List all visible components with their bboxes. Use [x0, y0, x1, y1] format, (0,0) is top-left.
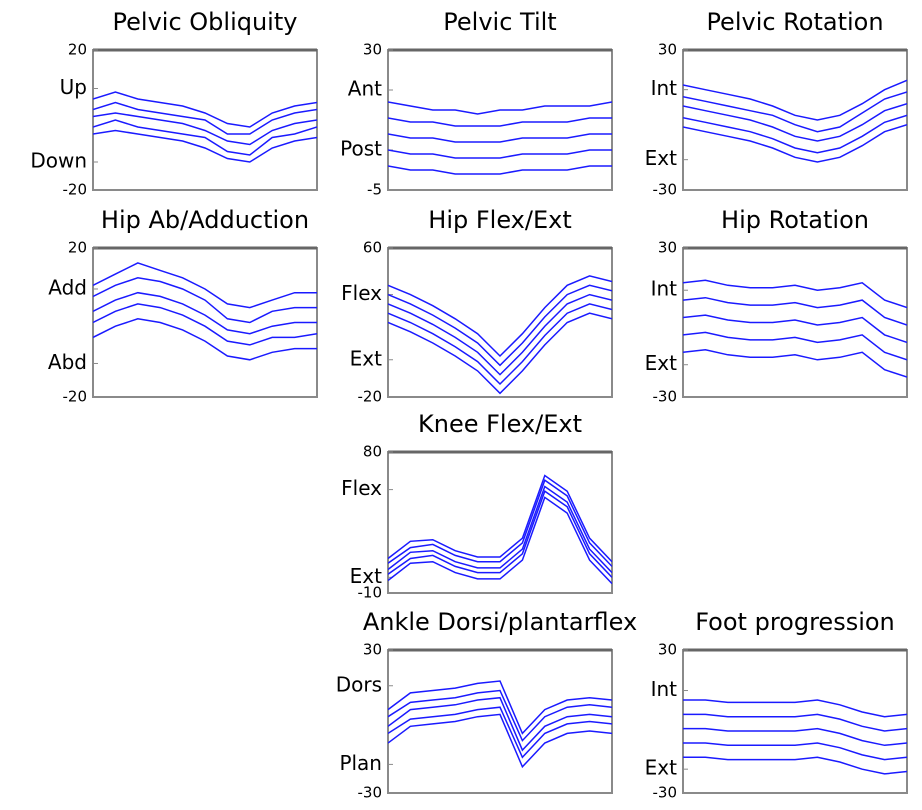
- y-tick-label: -30: [653, 181, 678, 199]
- series-line: [388, 312, 612, 395]
- y-tick-label: Int: [651, 677, 678, 701]
- y-tick-label: 30: [363, 41, 382, 59]
- series-line: [93, 318, 317, 361]
- series-line: [388, 133, 612, 143]
- series-line: [388, 485, 612, 574]
- y-tick-label: -30: [653, 388, 678, 406]
- series-line: [93, 129, 317, 163]
- y-tick-label: Post: [340, 137, 382, 161]
- series-line: [388, 680, 612, 735]
- series-line: [93, 262, 317, 309]
- y-tick-label: -20: [358, 388, 383, 406]
- y-tick-label: Dors: [336, 672, 382, 696]
- y-tick-label: 30: [658, 41, 677, 59]
- panel-title: Ankle Dorsi/plantarflex: [363, 608, 637, 636]
- series-line: [683, 279, 907, 309]
- y-tick-label: -30: [358, 784, 383, 802]
- y-tick-label: Down: [30, 149, 87, 173]
- y-tick-label: Flex: [341, 476, 382, 500]
- y-tick-label: -10: [358, 584, 383, 602]
- panel-title: Pelvic Obliquity: [113, 8, 298, 36]
- series-line: [683, 727, 907, 747]
- y-tick-label: Add: [48, 275, 87, 299]
- plot-frame: [92, 247, 318, 398]
- panel-title: Foot progression: [695, 608, 895, 636]
- y-tick-label: Flex: [341, 281, 382, 305]
- y-tick-label: 30: [658, 239, 677, 257]
- plot-frame: [682, 49, 908, 191]
- panel-title: Pelvic Rotation: [706, 8, 883, 36]
- series-line: [93, 291, 317, 335]
- y-tick-label: Int: [651, 277, 678, 301]
- series-line: [683, 314, 907, 344]
- series-line: [388, 479, 612, 567]
- series-line: [683, 123, 907, 163]
- series-line: [388, 696, 612, 752]
- y-tick-label: Int: [651, 76, 678, 100]
- y-tick-label: Ext: [645, 351, 677, 375]
- y-tick-label: -30: [653, 784, 678, 802]
- panel-title: Hip Rotation: [721, 206, 869, 234]
- series-line: [388, 149, 612, 159]
- panel-title: Knee Flex/Ext: [418, 410, 582, 438]
- series-line: [388, 490, 612, 578]
- plot-frame: [682, 247, 908, 398]
- series-line: [93, 91, 317, 128]
- y-tick-label: -5: [367, 181, 382, 199]
- series-line: [388, 117, 612, 127]
- y-tick-label: Ext: [350, 564, 382, 588]
- y-tick-label: Up: [60, 75, 87, 99]
- series-line: [93, 277, 317, 324]
- series-line: [683, 349, 907, 378]
- series-line: [388, 303, 612, 386]
- series-line: [388, 474, 612, 563]
- series-line: [388, 275, 612, 358]
- series-line: [388, 689, 612, 742]
- series-line: [683, 742, 907, 761]
- y-tick-label: -20: [63, 181, 88, 199]
- y-tick-label: 20: [68, 41, 87, 59]
- series-line: [93, 303, 317, 346]
- series-line: [93, 101, 317, 135]
- y-tick-label: 30: [658, 641, 677, 659]
- panel-title: Hip Ab/Adduction: [101, 206, 309, 234]
- y-tick-label: Ext: [350, 346, 382, 370]
- series-line: [683, 114, 907, 154]
- y-tick-label: Plan: [339, 751, 382, 775]
- series-line: [683, 91, 907, 133]
- series-line: [388, 496, 612, 585]
- panel-title: Hip Flex/Ext: [428, 206, 571, 234]
- y-tick-label: 80: [363, 443, 382, 461]
- y-tick-label: 20: [68, 239, 87, 257]
- panel-title: Pelvic Tilt: [443, 8, 556, 36]
- y-tick-label: Abd: [48, 350, 87, 374]
- series-line: [388, 706, 612, 759]
- series-line: [683, 756, 907, 775]
- series-line: [388, 293, 612, 376]
- series-line: [683, 699, 907, 718]
- series-line: [683, 296, 907, 326]
- y-tick-label: -20: [63, 388, 88, 406]
- series-line: [93, 112, 317, 146]
- series-line: [93, 119, 317, 156]
- series-line: [683, 102, 907, 142]
- plot-frame: [682, 649, 908, 794]
- series-line: [388, 101, 612, 115]
- series-line: [683, 331, 907, 361]
- series-line: [683, 79, 907, 121]
- y-tick-label: Ext: [645, 146, 677, 170]
- y-tick-label: Ant: [348, 77, 382, 101]
- series-line: [388, 165, 612, 175]
- plot-frame: [387, 649, 613, 794]
- series-line: [388, 713, 612, 769]
- series-line: [683, 713, 907, 732]
- y-tick-label: 60: [363, 239, 382, 257]
- y-tick-label: Ext: [645, 756, 677, 780]
- series-line: [388, 284, 612, 367]
- y-tick-label: 30: [363, 641, 382, 659]
